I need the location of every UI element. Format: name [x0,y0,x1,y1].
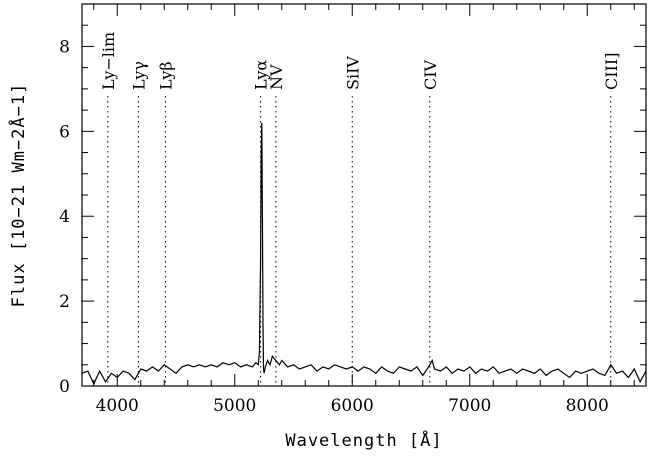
emission-line-label: Lyβ [156,61,175,90]
emission-line-label: SiIV [343,56,362,90]
x-tick-label: 7000 [448,396,491,416]
emission-line-label: NV [267,64,286,90]
x-tick-label: 5000 [213,396,256,416]
spectrum-line [81,122,647,386]
y-axis-label: Flux [10−21 Wm−2Å−1] [7,83,29,308]
x-tick-label: 4000 [96,396,139,416]
x-tick-label: 8000 [566,396,609,416]
emission-line-label: CIV [421,59,440,90]
y-tick-label: 0 [59,377,70,397]
y-tick-label: 6 [59,122,70,142]
axis-ticks [82,3,646,387]
emission-line-label: CIII] [602,53,621,90]
emission-line-label: Ly−lim [99,32,118,90]
y-tick-label: 2 [59,292,70,312]
y-tick-label: 8 [59,37,70,57]
plot-frame [81,3,647,387]
x-tick-label: 6000 [331,396,374,416]
emission-line-label: Lyγ [129,61,148,90]
emission-line-label: Lyα [252,60,271,90]
axis-tick-labels: 4000 5000 6000 7000 8000 0 2 4 6 8 [59,37,609,416]
y-tick-label: 4 [59,207,70,227]
x-axis-label: Wavelength [Å] [285,429,442,451]
emission-line-markers [107,96,612,386]
